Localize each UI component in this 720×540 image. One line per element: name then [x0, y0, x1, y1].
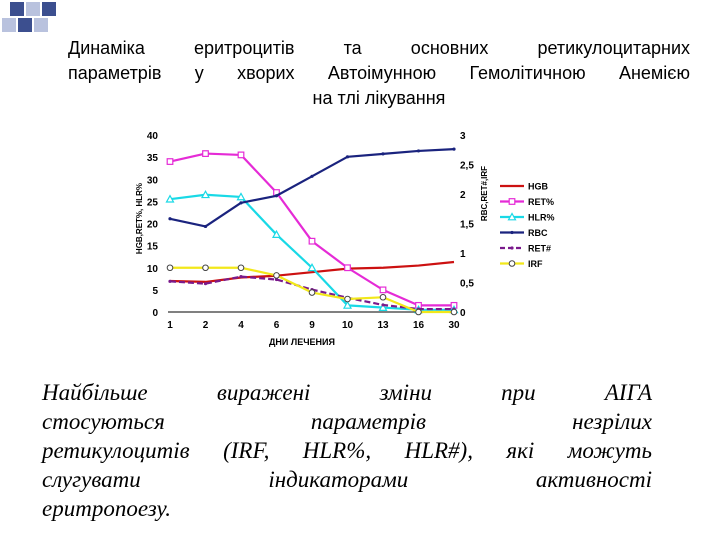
- line-chart: 0 5 10 15 20 25 30 35 40 0 0,5 1 1,5 2 2,5 3 1 2 4 6 9 10 13 16…: [135, 131, 555, 347]
- data-point: [200, 190, 211, 199]
- data-point: [344, 295, 351, 303]
- data-point: [236, 192, 246, 201]
- x-tick-label: 4: [238, 320, 244, 331]
- data-point: [271, 229, 282, 238]
- legend-marker: [510, 230, 514, 235]
- data-point: [378, 302, 388, 311]
- conclusion-line-2: стосуються параметрів незрілих: [42, 409, 652, 434]
- data-point: [307, 263, 317, 272]
- series-rbc: [168, 147, 456, 229]
- legend-marker: [507, 212, 517, 221]
- legend-label: RET%: [528, 197, 554, 207]
- y-right-tick-label: 2: [460, 190, 466, 201]
- data-point: [342, 300, 353, 309]
- y-right-tick-label: 0: [460, 308, 466, 319]
- y-right-axis-label: RBC,RET#,IRF: [480, 166, 489, 221]
- legend: HGB RET% HLR% RBC RET# IRF: [500, 182, 555, 269]
- y-right-tick-label: 1,5: [460, 220, 474, 231]
- legend-marker: [510, 246, 514, 250]
- x-tick-label: 13: [377, 320, 389, 331]
- data-point: [379, 293, 387, 301]
- data-point: [344, 264, 351, 272]
- title-line-1: Динаміка еритроцитів та основних ретикул…: [68, 38, 690, 58]
- slide-title: Динаміка еритроцитів та основних ретикул…: [40, 36, 690, 111]
- legend-marker: [508, 198, 516, 205]
- data-point: [166, 264, 174, 272]
- series-irf: [166, 264, 458, 316]
- x-tick-label: 30: [448, 320, 460, 331]
- y-left-tick-label: 20: [147, 220, 159, 231]
- data-point: [202, 150, 209, 157]
- deco-square: [18, 18, 32, 32]
- y-left-tick-label: 15: [147, 242, 159, 253]
- data-point: [202, 264, 209, 272]
- deco-square: [10, 2, 24, 16]
- data-point: [450, 308, 458, 316]
- data-point: [274, 194, 279, 198]
- title-line-3: на тлі лікування: [312, 88, 446, 108]
- series-ret-: [166, 150, 458, 309]
- data-point: [310, 174, 314, 178]
- conclusion-line-4: слугувати індикаторами активності: [42, 467, 652, 492]
- deco-square: [42, 2, 56, 16]
- conclusion-text: Найбільше виражені зміни при АІГА стосую…: [42, 378, 652, 523]
- data-point: [168, 217, 172, 221]
- data-point: [345, 155, 350, 159]
- y-left-tick-label: 30: [147, 175, 159, 186]
- data-point: [416, 149, 421, 153]
- data-point: [239, 201, 243, 205]
- data-point: [203, 282, 208, 286]
- y-left-tick-label: 25: [147, 197, 159, 208]
- deco-square: [26, 2, 40, 16]
- legend-label: HLR%: [528, 213, 555, 223]
- legend-marker: [508, 260, 516, 267]
- x-tick-label: 9: [309, 320, 315, 331]
- legend-label: HGB: [528, 182, 549, 192]
- data-point: [381, 303, 385, 307]
- data-point: [168, 279, 172, 283]
- series-line: [169, 148, 455, 228]
- data-point: [237, 264, 245, 272]
- y-left-tick-label: 35: [147, 153, 159, 164]
- conclusion-line-3: ретикулоцитів (IRF, HLR%, HLR#), які мож…: [42, 438, 652, 463]
- deco-square: [2, 18, 16, 32]
- y-left-tick-label: 5: [152, 286, 158, 297]
- conclusion-line-5: еритропоезу.: [42, 496, 172, 521]
- y-left-tick-label: 40: [147, 131, 159, 142]
- y-right-tick-label: 0,5: [460, 279, 474, 290]
- x-tick-label: 1: [167, 320, 173, 331]
- data-point: [308, 237, 316, 245]
- data-point: [239, 275, 243, 279]
- data-point: [274, 277, 279, 282]
- x-tick-label: 6: [274, 320, 280, 331]
- x-tick-label: 2: [203, 320, 209, 331]
- decorative-squares: [2, 2, 56, 32]
- legend-label: IRF: [528, 259, 543, 269]
- x-tick-label: 16: [413, 320, 425, 331]
- title-line-2: параметрів у хворих Автоімунною Гемоліти…: [68, 63, 690, 83]
- data-point: [165, 194, 175, 203]
- data-point: [203, 224, 208, 229]
- data-point: [381, 152, 385, 156]
- data-point: [308, 289, 316, 296]
- x-tick-label: 10: [342, 320, 354, 331]
- data-point: [237, 151, 245, 159]
- x-axis-label: ДНИ ЛЕЧЕНИЯ: [269, 337, 335, 347]
- conclusion-line-1: Найбільше виражені зміни при АІГА: [42, 380, 652, 405]
- legend-label: RBC: [528, 228, 548, 238]
- y-right-tick-label: 3: [460, 131, 466, 142]
- y-left-tick-label: 10: [147, 264, 159, 275]
- data-point: [415, 308, 422, 316]
- y-right-tick-label: 1: [460, 249, 466, 260]
- data-point: [166, 158, 174, 165]
- data-point: [452, 147, 456, 151]
- data-point: [273, 272, 280, 279]
- deco-square: [34, 18, 48, 32]
- legend-label: RET#: [528, 244, 551, 254]
- y-left-axis-label: HGB,RET%, HLR%: [135, 183, 144, 254]
- data-point: [379, 286, 387, 294]
- y-right-tick-label: 2,5: [460, 161, 474, 172]
- y-left-tick-label: 0: [152, 308, 158, 319]
